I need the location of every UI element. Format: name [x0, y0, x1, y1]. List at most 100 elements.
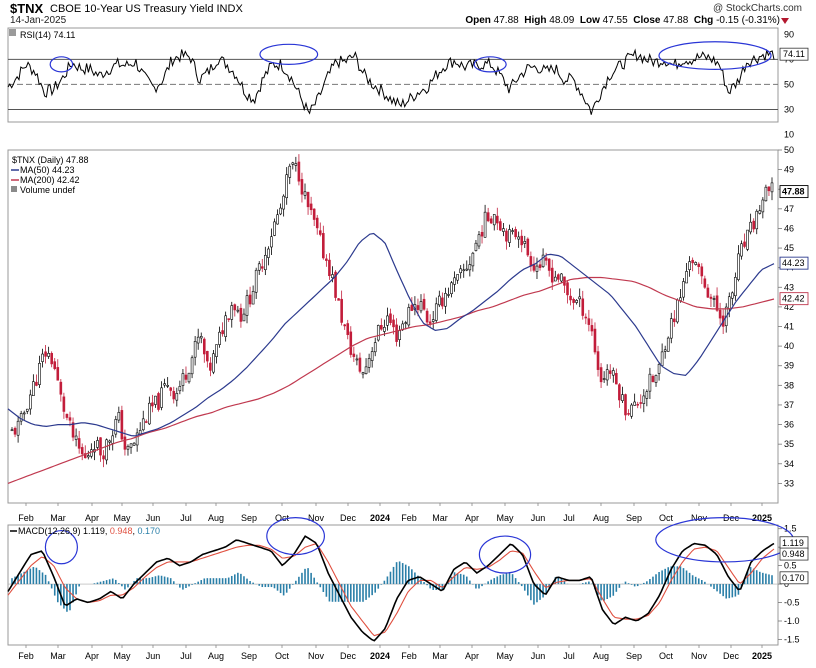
candle-body	[260, 266, 264, 269]
candle-body	[175, 393, 179, 401]
candle-body	[376, 325, 380, 341]
macd-value-tag	[779, 571, 809, 585]
candle-body	[645, 391, 649, 399]
macd-month-label: May	[496, 651, 514, 661]
candle-body	[395, 324, 398, 342]
price-legend-symbol: $TNX (Daily) 47.88	[12, 155, 89, 165]
candle-body	[282, 195, 285, 210]
candle-body	[32, 381, 35, 396]
rsi-highlight-ellipse	[473, 56, 507, 73]
candle-body	[553, 276, 557, 282]
candle-body	[584, 316, 588, 319]
macd-highlight-ellipse	[478, 535, 532, 574]
macd-month-label: Jul	[180, 651, 192, 661]
macd-month-label: Jul	[563, 651, 575, 661]
candle-body	[752, 220, 755, 230]
candle-body	[154, 395, 157, 405]
candle-body	[557, 274, 560, 280]
candle-body	[514, 229, 517, 238]
macd-tick-label: 1.5	[784, 524, 797, 534]
candle-body	[615, 373, 618, 385]
candle-body	[102, 455, 105, 460]
price-month-label: Feb	[401, 513, 417, 523]
candle-body	[190, 357, 194, 375]
candle-body	[212, 353, 215, 373]
down-arrow-icon	[781, 18, 789, 24]
candle-body	[441, 297, 444, 307]
price-month-label: Feb	[18, 513, 34, 523]
price-month-label: Jun	[531, 513, 546, 523]
price-month-label: 2025	[752, 513, 772, 523]
price-month-label: Sep	[626, 513, 642, 523]
candle-body	[682, 281, 685, 298]
candle-body	[322, 233, 325, 259]
candle-body	[547, 258, 551, 271]
candle-body	[77, 438, 81, 449]
candle-body	[611, 370, 615, 376]
rsi-tick-label: 30	[784, 104, 794, 114]
candle-body	[477, 234, 481, 247]
candle-body	[666, 337, 670, 352]
macd-month-label: Apr	[85, 651, 99, 661]
candle-body	[447, 294, 450, 296]
rsi-highlight-ellipse	[49, 56, 74, 73]
candle-body	[10, 429, 14, 432]
candle-body	[239, 307, 243, 322]
macd-hist-value: 0.170	[137, 526, 160, 536]
candle-body	[221, 330, 224, 335]
candle-body	[550, 267, 554, 283]
macd-month-label: Oct	[659, 651, 674, 661]
price-tick-label: 47	[784, 204, 794, 214]
candle-body	[166, 385, 169, 387]
candle-body	[65, 413, 69, 418]
candle-body	[648, 373, 652, 392]
macd-highlight-ellipse	[44, 529, 79, 565]
low-label: Low	[579, 15, 600, 26]
candle-body	[578, 296, 582, 300]
rsi-legend-swatch	[9, 29, 16, 36]
candle-body	[734, 277, 737, 297]
rsi-current-tag	[779, 47, 809, 61]
ma200-line	[7, 276, 775, 484]
candle-body	[508, 229, 511, 243]
candle-body	[428, 321, 432, 324]
candle-body	[132, 442, 136, 446]
candle-body	[248, 294, 252, 305]
candle-body	[279, 207, 282, 215]
symbol-label: $TNX	[10, 1, 44, 16]
candle-body	[673, 318, 676, 323]
candle-body	[50, 353, 53, 365]
candle-body	[16, 420, 20, 436]
candle-body	[419, 301, 423, 312]
candle-body	[209, 362, 212, 371]
candle-body	[590, 325, 594, 332]
macd-month-label: Sep	[241, 651, 257, 661]
macd-highlight-ellipse	[266, 517, 326, 556]
macd-histogram	[11, 561, 773, 612]
price-value-tag-label: 42.42	[782, 294, 805, 304]
candle-body	[697, 263, 701, 267]
candle-body	[465, 268, 469, 271]
candle-body	[273, 221, 276, 236]
candle-body	[737, 253, 740, 280]
candle-body	[218, 331, 221, 345]
candle-body	[309, 203, 313, 211]
candle-body	[325, 258, 328, 261]
candle-body	[407, 307, 411, 326]
candle-body	[398, 330, 401, 340]
candle-body	[230, 305, 234, 320]
macd-month-label: Oct	[275, 651, 290, 661]
candle-body	[630, 404, 633, 417]
candle-body	[459, 268, 462, 274]
price-month-label: Nov	[691, 513, 708, 523]
candle-body	[358, 357, 362, 372]
candle-body	[471, 252, 475, 267]
candle-body	[169, 387, 173, 391]
macd-tick-label: -1.5	[784, 634, 800, 644]
open-label: Open	[465, 15, 491, 26]
candle-body	[53, 361, 57, 369]
candle-body	[337, 298, 340, 301]
price-tick-label: 35	[784, 439, 794, 449]
candle-body	[651, 375, 655, 382]
candle-body	[90, 449, 93, 457]
